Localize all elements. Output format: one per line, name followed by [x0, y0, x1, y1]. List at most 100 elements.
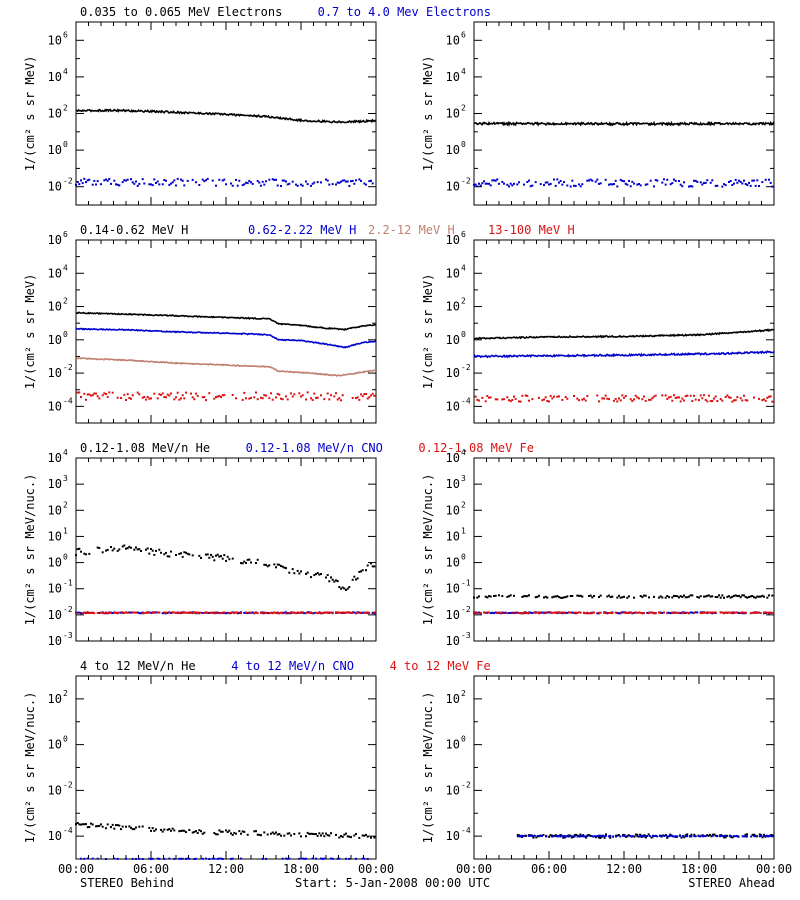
data-point — [311, 612, 314, 615]
data-point — [135, 858, 137, 860]
data-point — [276, 612, 279, 615]
data-point — [648, 398, 650, 401]
series-black — [75, 822, 376, 839]
data-point — [534, 596, 537, 599]
data-point — [181, 394, 184, 397]
data-point — [263, 563, 266, 566]
data-point — [256, 833, 259, 836]
data-point — [320, 857, 322, 860]
data-point — [98, 611, 101, 614]
data-point — [536, 611, 539, 614]
data-point — [285, 612, 287, 615]
data-point — [624, 835, 627, 838]
data-point — [669, 834, 672, 837]
data-point — [576, 612, 579, 615]
data-point — [311, 182, 314, 185]
data-point — [260, 396, 262, 399]
data-point — [131, 611, 134, 614]
data-point — [276, 563, 279, 566]
data-point — [686, 835, 689, 838]
data-point — [125, 179, 127, 182]
data-point — [318, 573, 321, 576]
data-point — [101, 394, 104, 397]
data-point — [609, 834, 612, 837]
y-tick-label: 10 — [48, 266, 62, 280]
data-point — [633, 398, 635, 401]
data-point — [128, 545, 131, 548]
data-point — [288, 857, 291, 860]
data-point — [120, 828, 122, 831]
plot-frame — [473, 675, 775, 860]
data-point — [335, 183, 337, 186]
data-point — [518, 400, 520, 403]
data-point — [571, 179, 574, 182]
data-point — [143, 396, 146, 398]
data-point — [681, 612, 684, 615]
data-point — [255, 830, 257, 833]
data-point — [560, 834, 563, 837]
data-point — [315, 573, 317, 576]
data-point — [311, 857, 314, 860]
y-tick-exponent: -2 — [63, 177, 73, 186]
data-point — [133, 548, 136, 551]
data-point — [220, 857, 222, 860]
data-point — [218, 829, 221, 832]
data-point — [743, 611, 745, 614]
data-point — [664, 394, 667, 397]
data-point — [301, 394, 304, 397]
data-point — [623, 611, 625, 614]
data-point — [684, 611, 687, 614]
data-point — [714, 611, 717, 614]
data-point — [91, 857, 94, 860]
data-point — [105, 393, 107, 395]
data-point — [91, 394, 94, 397]
data-point — [592, 835, 595, 838]
data-point — [236, 184, 239, 187]
data-point — [694, 611, 697, 614]
data-point — [211, 611, 214, 614]
data-point — [684, 835, 687, 838]
data-point — [111, 823, 114, 826]
data-point — [596, 394, 599, 397]
data-point — [326, 179, 329, 182]
data-point — [205, 553, 207, 556]
data-point — [673, 178, 675, 181]
data-point — [356, 611, 359, 614]
y-tick-label: 10 — [446, 399, 460, 413]
data-point — [634, 611, 637, 614]
y-tick-label: 10 — [446, 692, 460, 706]
data-point — [634, 833, 637, 836]
data-point — [88, 552, 91, 555]
data-point — [260, 611, 262, 614]
data-point — [186, 552, 189, 555]
data-point — [270, 611, 272, 614]
series-red — [473, 611, 774, 615]
data-point — [80, 612, 82, 615]
data-point — [228, 829, 231, 832]
data-point — [320, 394, 322, 397]
data-point — [111, 391, 114, 394]
data-point — [669, 395, 672, 398]
series-blue — [516, 834, 774, 838]
data-point — [150, 611, 152, 614]
data-point — [191, 178, 194, 181]
data-point — [335, 579, 337, 582]
data-point — [285, 857, 287, 860]
data-point — [764, 178, 767, 181]
data-point — [688, 185, 690, 188]
y-axis-label: 1/(cm² s sr MeV/nuc.) — [23, 474, 37, 626]
data-point — [163, 828, 166, 831]
data-point — [652, 834, 654, 837]
data-point — [96, 612, 99, 614]
data-point — [544, 396, 547, 399]
data-point — [653, 612, 655, 615]
data-point — [637, 835, 640, 838]
data-point — [133, 611, 136, 614]
data-point — [768, 594, 770, 597]
data-point — [733, 612, 735, 615]
data-point — [298, 572, 301, 575]
data-point — [763, 398, 765, 401]
data-point — [767, 835, 770, 838]
data-point — [365, 393, 367, 395]
